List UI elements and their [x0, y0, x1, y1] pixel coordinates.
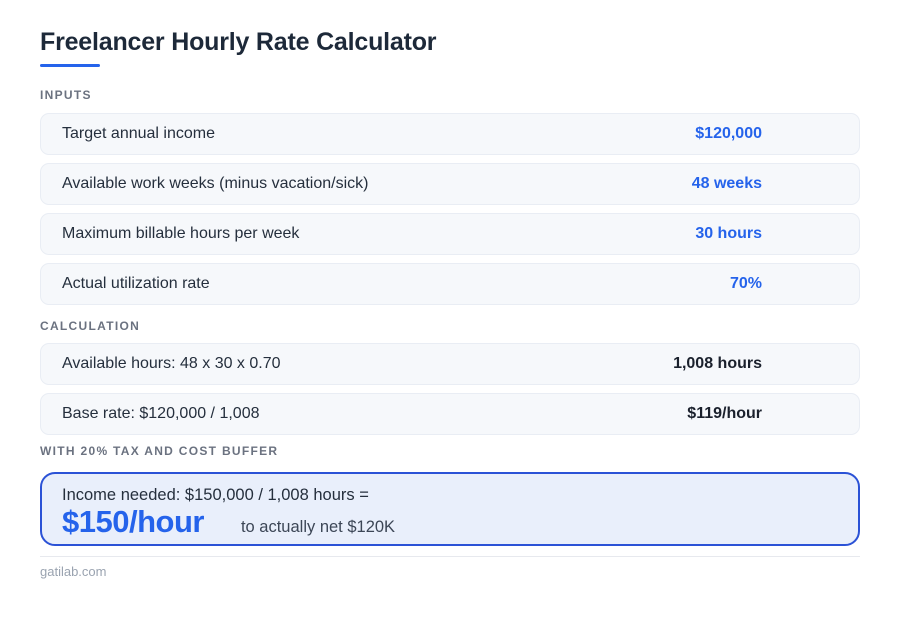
section-label-calculation: CALCULATION [40, 318, 141, 333]
page-title: Freelancer Hourly Rate Calculator [40, 28, 437, 56]
input-row-value[interactable]: 70% [729, 274, 762, 292]
input-row-work-weeks: Available work weeks (minus vacation/sic… [40, 162, 860, 205]
inputs-rows: Target annual income $120,000 Available … [40, 112, 860, 305]
calc-row-label: Available hours: 48 x 30 x 0.70 [62, 354, 281, 372]
section-label-inputs: INPUTS [40, 87, 92, 102]
input-row-label: Maximum billable hours per week [62, 224, 300, 242]
calc-row-value: 1,008 hours [673, 354, 762, 372]
input-row-label: Target annual income [62, 124, 215, 142]
input-row-label: Actual utilization rate [62, 274, 210, 292]
input-row-value[interactable]: 30 hours [695, 224, 762, 242]
result-rate: $150/hour [62, 503, 204, 539]
result-formula: Income needed: $150,000 / 1,008 hours = [62, 485, 369, 504]
footer-watermark: gatilab.com [40, 563, 107, 579]
input-row-utilization-rate: Actual utilization rate 70% [40, 262, 860, 305]
calculation-rows: Available hours: 48 x 30 x 0.70 1,008 ho… [40, 342, 860, 435]
result-line: $150/hour to actually net $120K [62, 503, 838, 539]
input-row-billable-hours: Maximum billable hours per week 30 hours [40, 212, 860, 255]
calc-row-value: $119/hour [687, 404, 762, 422]
input-row-value[interactable]: 48 weeks [691, 174, 762, 192]
calculator-card: Freelancer Hourly Rate Calculator INPUTS… [0, 28, 900, 628]
section-label-buffer: WITH 20% TAX AND COST BUFFER [40, 443, 279, 458]
input-row-value[interactable]: $120,000 [695, 124, 762, 142]
input-row-label: Available work weeks (minus vacation/sic… [62, 174, 369, 192]
input-row-target-income: Target annual income $120,000 [40, 112, 860, 155]
calc-row-label: Base rate: $120,000 / 1,008 [62, 404, 260, 422]
result-note: to actually net $120K [240, 517, 396, 536]
title-underline [40, 63, 100, 67]
calc-row-available-hours: Available hours: 48 x 30 x 0.70 1,008 ho… [40, 342, 860, 385]
calc-row-base-rate: Base rate: $120,000 / 1,008 $119/hour [40, 392, 860, 435]
footer-divider [40, 555, 860, 557]
result-box: Income needed: $150,000 / 1,008 hours = … [40, 471, 860, 546]
